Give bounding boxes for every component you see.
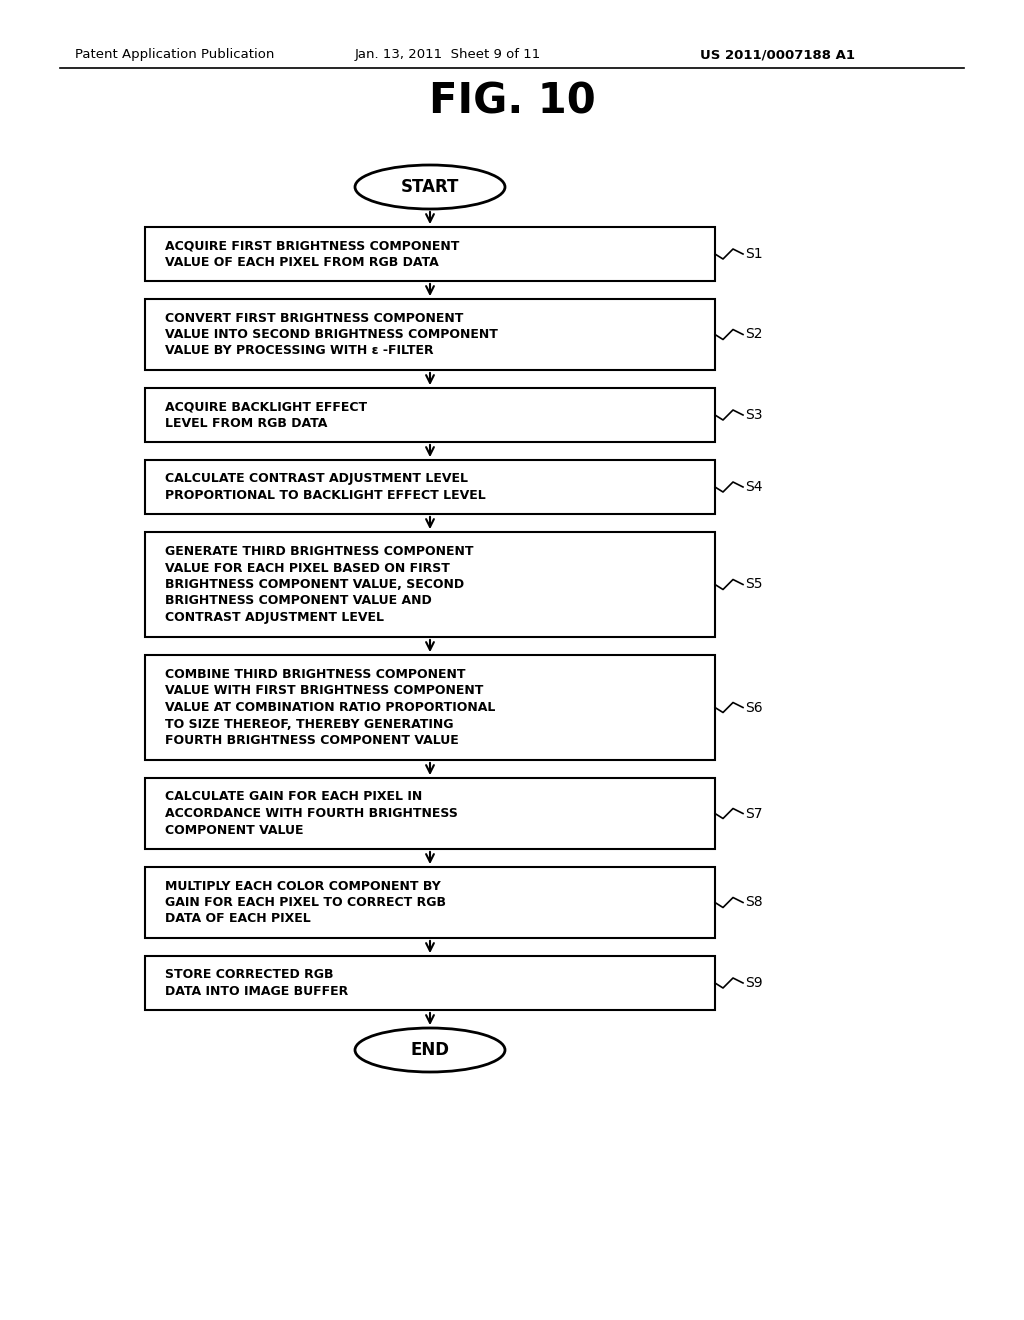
Text: FIG. 10: FIG. 10 [429,81,595,121]
Text: S3: S3 [745,408,763,422]
Text: S7: S7 [745,807,763,821]
Bar [145,655,715,760]
Text: COMBINE THIRD BRIGHTNESS COMPONENT
VALUE WITH FIRST BRIGHTNESS COMPONENT
VALUE A: COMBINE THIRD BRIGHTNESS COMPONENT VALUE… [165,668,496,747]
Text: S4: S4 [745,480,763,494]
Bar [145,777,715,849]
Ellipse shape [355,1028,505,1072]
Text: Patent Application Publication: Patent Application Publication [75,48,274,61]
Text: CONVERT FIRST BRIGHTNESS COMPONENT
VALUE INTO SECOND BRIGHTNESS COMPONENT
VALUE : CONVERT FIRST BRIGHTNESS COMPONENT VALUE… [165,312,498,358]
Text: MULTIPLY EACH COLOR COMPONENT BY
GAIN FOR EACH PIXEL TO CORRECT RGB
DATA OF EACH: MULTIPLY EACH COLOR COMPONENT BY GAIN FO… [165,879,446,925]
Text: S9: S9 [745,975,763,990]
Bar [145,459,715,513]
Bar [145,867,715,939]
Text: ACQUIRE BACKLIGHT EFFECT
LEVEL FROM RGB DATA: ACQUIRE BACKLIGHT EFFECT LEVEL FROM RGB … [165,400,368,430]
Bar [145,956,715,1010]
Text: S5: S5 [745,578,763,591]
Text: S6: S6 [745,701,763,714]
Text: END: END [411,1041,450,1059]
Bar [145,227,715,281]
Text: US 2011/0007188 A1: US 2011/0007188 A1 [700,48,855,61]
Text: Jan. 13, 2011  Sheet 9 of 11: Jan. 13, 2011 Sheet 9 of 11 [355,48,542,61]
Text: STORE CORRECTED RGB
DATA INTO IMAGE BUFFER: STORE CORRECTED RGB DATA INTO IMAGE BUFF… [165,969,348,998]
Bar [145,388,715,442]
Text: GENERATE THIRD BRIGHTNESS COMPONENT
VALUE FOR EACH PIXEL BASED ON FIRST
BRIGHTNE: GENERATE THIRD BRIGHTNESS COMPONENT VALU… [165,545,473,624]
Text: CALCULATE GAIN FOR EACH PIXEL IN
ACCORDANCE WITH FOURTH BRIGHTNESS
COMPONENT VAL: CALCULATE GAIN FOR EACH PIXEL IN ACCORDA… [165,791,458,837]
Text: S2: S2 [745,327,763,342]
Ellipse shape [355,165,505,209]
Text: S1: S1 [745,247,763,261]
Text: ACQUIRE FIRST BRIGHTNESS COMPONENT
VALUE OF EACH PIXEL FROM RGB DATA: ACQUIRE FIRST BRIGHTNESS COMPONENT VALUE… [165,239,460,269]
Text: S8: S8 [745,895,763,909]
Text: START: START [400,178,459,195]
Text: CALCULATE CONTRAST ADJUSTMENT LEVEL
PROPORTIONAL TO BACKLIGHT EFFECT LEVEL: CALCULATE CONTRAST ADJUSTMENT LEVEL PROP… [165,473,485,502]
Bar [145,300,715,370]
Bar [145,532,715,638]
